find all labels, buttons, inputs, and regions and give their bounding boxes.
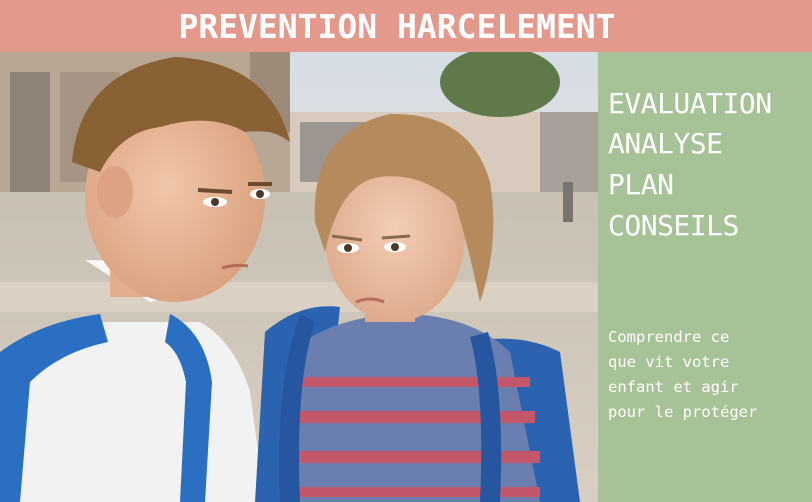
side-panel: EVALUATION ANALYSE PLAN CONSEILS Compren… <box>598 52 812 502</box>
keyword-evaluation: EVALUATION <box>608 87 772 120</box>
children-photo <box>0 52 598 502</box>
top-banner: PREVENTION HARCELEMENT <box>0 0 812 52</box>
banner-title: PREVENTION HARCELEMENT <box>178 6 616 46</box>
keyword-analyse: ANALYSE <box>608 127 723 160</box>
description-line: enfant et agir <box>608 378 739 396</box>
description-line: pour le protéger <box>608 403 758 421</box>
description-line: que vit votre <box>608 353 730 371</box>
keyword-conseils: CONSEILS <box>608 209 739 242</box>
description-line: Comprendre ce <box>608 328 730 346</box>
keyword-plan: PLAN <box>608 168 674 201</box>
description: Comprendre ce que vit votre enfant et ag… <box>608 325 808 425</box>
